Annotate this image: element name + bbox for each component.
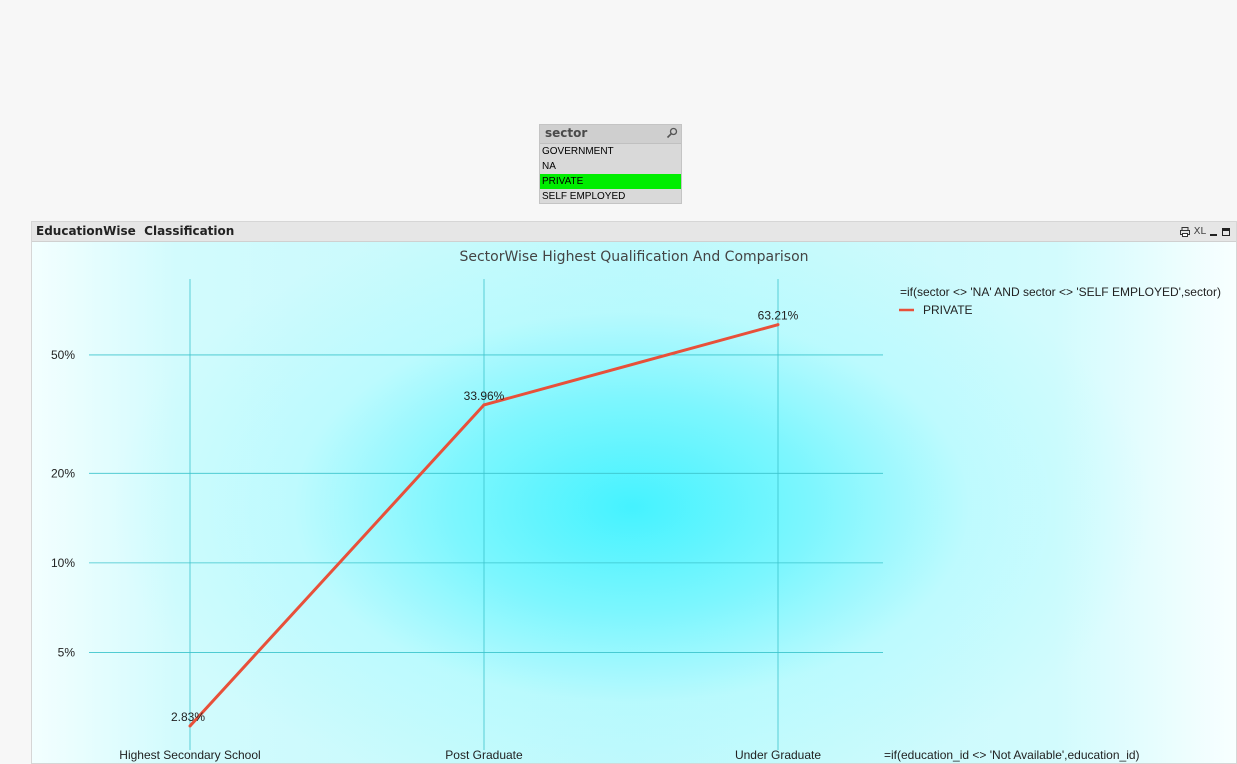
listbox-item-private[interactable]: PRIVATE bbox=[540, 174, 681, 189]
data-point-1 bbox=[482, 403, 486, 407]
sector-listbox[interactable]: sector GOVERNMENT NA PRIVATE SELF EMPLOY… bbox=[539, 124, 682, 204]
y-tick-label-5: 5% bbox=[58, 645, 76, 659]
chart-caption-bar: EducationWise Classification XL bbox=[32, 222, 1236, 242]
legend-title: =if(sector <> 'NA' AND sector <> 'SELF E… bbox=[900, 285, 1221, 299]
data-point-0 bbox=[188, 724, 192, 728]
data-label-0: 2.83% bbox=[171, 710, 205, 724]
minimize-icon[interactable] bbox=[1210, 227, 1218, 237]
listbox-item-na[interactable]: NA bbox=[542, 161, 556, 172]
education-chart-object: EducationWise Classification XL SectorWi… bbox=[31, 221, 1237, 764]
legend-entry-private: PRIVATE bbox=[923, 303, 973, 317]
x-tick-label-2: Under Graduate bbox=[735, 748, 821, 762]
data-label-1: 33.96% bbox=[464, 389, 505, 403]
x-axis-label: =if(education_id <> 'Not Available',educ… bbox=[884, 748, 1140, 762]
print-icon[interactable] bbox=[1179, 226, 1190, 237]
label-layer: 5% 10% 20% 50% Highest Secondary School Post … bbox=[51, 309, 821, 762]
listbox-title: sector bbox=[545, 126, 588, 140]
caption-icons: XL bbox=[1179, 224, 1230, 239]
y-tick-label-50: 50% bbox=[51, 348, 75, 362]
listbox-header: sector bbox=[540, 125, 681, 144]
x-tick-label-0: Highest Secondary School bbox=[119, 748, 260, 762]
y-tick-label-20: 20% bbox=[51, 466, 75, 480]
line-chart: SectorWise Highest Qualification And Com… bbox=[51, 249, 1221, 762]
x-tick-label-1: Post Graduate bbox=[445, 748, 523, 762]
magnifier-icon[interactable] bbox=[666, 127, 678, 139]
series-layer bbox=[188, 323, 780, 728]
data-label-2: 63.21% bbox=[758, 309, 799, 323]
listbox-item-government[interactable]: GOVERNMENT bbox=[542, 146, 614, 157]
grid-layer bbox=[89, 279, 883, 750]
maximize-icon[interactable] bbox=[1222, 227, 1230, 236]
y-tick-label-10: 10% bbox=[51, 556, 75, 570]
data-point-2 bbox=[776, 323, 780, 327]
chart-title: SectorWise Highest Qualification And Com… bbox=[459, 249, 808, 265]
xl-icon[interactable]: XL bbox=[1193, 225, 1206, 237]
chart-caption: EducationWise Classification bbox=[36, 224, 235, 238]
listbox-item-self-employed[interactable]: SELF EMPLOYED bbox=[542, 191, 626, 202]
